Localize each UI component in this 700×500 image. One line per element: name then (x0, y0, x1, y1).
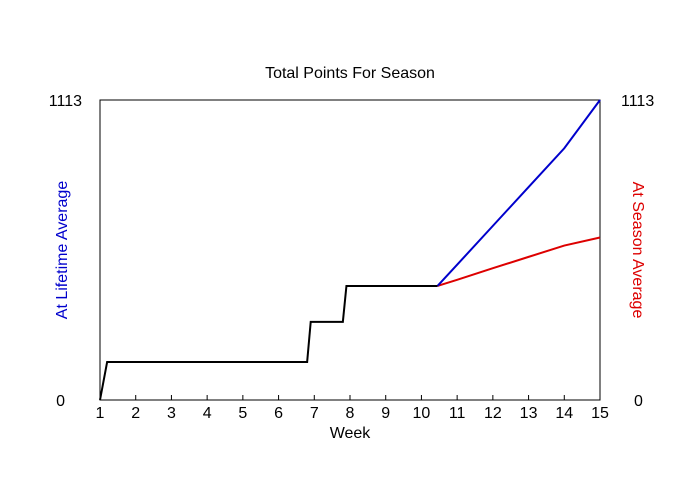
x-tick-label: 15 (591, 405, 609, 422)
chart-title: Total Points For Season (265, 65, 435, 82)
x-tick-label: 7 (310, 405, 319, 422)
y-axis-label-left: At Lifetime Average (54, 181, 71, 320)
x-tick-label: 3 (167, 405, 176, 422)
y-tick-right-min: 0 (634, 393, 643, 410)
x-tick-label: 10 (413, 405, 431, 422)
x-tick-label: 5 (238, 405, 247, 422)
x-tick-label: 11 (449, 405, 466, 422)
y-axis-label-right: At Season Average (629, 182, 646, 319)
y-tick-left-max: 1113 (49, 93, 82, 110)
x-tick-label: 8 (346, 405, 355, 422)
y-tick-left-min: 0 (56, 393, 65, 410)
series-line-actual (99, 284, 438, 401)
y-tick-right-max: 1113 (621, 93, 654, 110)
x-tick-label: 4 (203, 405, 212, 422)
plot-area (99, 99, 601, 401)
x-tick-label: 6 (274, 405, 283, 422)
series-lines (99, 99, 601, 401)
x-tick-label: 12 (484, 405, 502, 422)
x-tick-label: 13 (520, 405, 538, 422)
x-tick-label: 2 (131, 405, 140, 422)
x-tick-label: 1 (96, 405, 105, 422)
series-line-lifetime (436, 99, 601, 287)
x-tick-label: 9 (381, 405, 390, 422)
x-axis-ticks: 1 2 3 4 5 6 7 8 9 10 11 12 13 14 15 (96, 395, 609, 422)
series-line-season (437, 236, 601, 287)
x-axis-label: Week (330, 425, 372, 442)
x-tick-label: 14 (555, 405, 573, 422)
